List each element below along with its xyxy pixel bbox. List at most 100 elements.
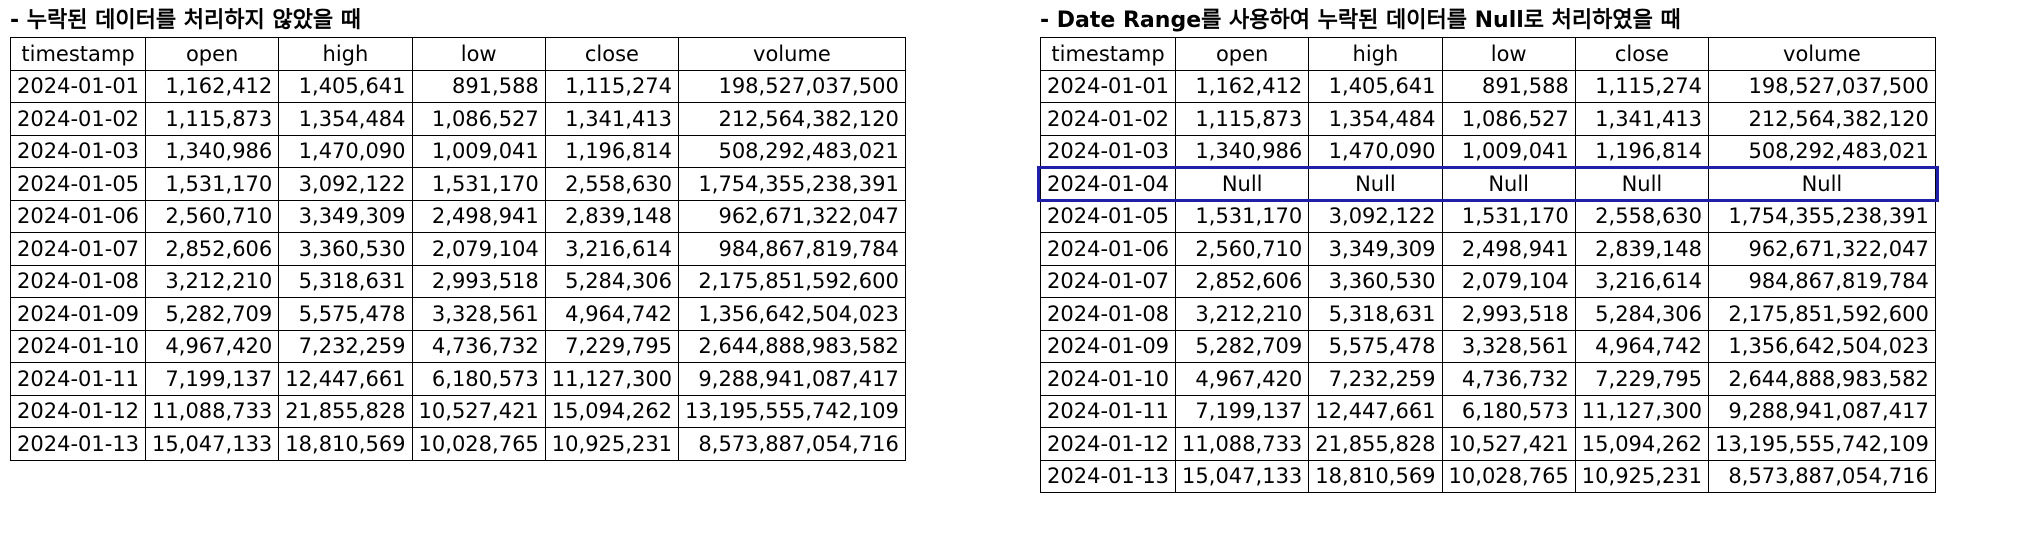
column-header-timestamp: timestamp [1039,37,1177,71]
table-row: 2024-01-05 1,531,170 3,092,122 1,531,170 2,5… [9,167,906,201]
cell-close: 5,284,306 [1574,297,1710,331]
table-row: 2024-01-09 5,282,709 5,575,478 3,328,561 4,9… [1039,329,1936,363]
cell-close: 10,925,231 [544,427,680,461]
cell-volume: 2,175,851,592,600 [678,264,906,298]
cell-timestamp: 2024-01-08 [9,264,147,298]
cell-timestamp: 2024-01-01 [9,69,147,103]
cell-high: 5,575,478 [1308,329,1443,363]
cell-low: 891,588 [1441,69,1576,103]
table-row: 2024-01-01 1,162,412 1,405,641 891,588 1,115… [9,69,906,103]
table-row: 2024-01-08 3,212,210 5,318,631 2,993,518 5,2… [9,264,906,298]
cell-open: 4,967,420 [1175,362,1310,396]
table-header-row: timestamp open high low close volume [9,37,906,71]
cell-volume: 9,288,941,087,417 [678,362,906,396]
cell-low: 2,498,941 [411,199,546,233]
table-row: 2024-01-02 1,115,873 1,354,484 1,086,527 1,3… [9,102,906,136]
cell-close: Null [1574,167,1710,201]
cell-close: 11,127,300 [544,362,680,396]
cell-low: 1,531,170 [1441,199,1576,233]
cell-close: 1,341,413 [1574,102,1710,136]
cell-timestamp: 2024-01-13 [9,427,147,461]
cell-open: 1,162,412 [145,69,280,103]
right-panel-title: - Date Range를 사용하여 누락된 데이터를 Null로 처리하였을 … [1040,8,1681,33]
cell-volume: 984,867,819,784 [678,232,906,266]
cell-open: 3,212,210 [1175,297,1310,331]
table-row: 2024-01-06 2,560,710 3,349,309 2,498,941 2,8… [1039,232,1936,266]
column-header-low: low [1441,37,1576,71]
cell-timestamp: 2024-01-03 [9,134,147,168]
cell-low: 1,009,041 [1441,134,1576,168]
cell-close: 2,558,630 [544,167,680,201]
column-header-high: high [1308,37,1443,71]
cell-volume: 8,573,887,054,716 [1708,459,1936,493]
cell-timestamp: 2024-01-03 [1039,134,1177,168]
cell-low: 3,328,561 [411,297,546,331]
cell-close: 3,216,614 [544,232,680,266]
cell-volume: 962,671,322,047 [1708,232,1936,266]
cell-open: 2,560,710 [145,199,280,233]
table-row: 2024-01-11 7,199,137 12,447,661 6,180,573 11… [9,362,906,396]
cell-close: 1,115,274 [544,69,680,103]
cell-open: Null [1175,167,1310,201]
column-header-timestamp: timestamp [9,37,147,71]
cell-high: 3,360,530 [278,232,413,266]
cell-high: 5,575,478 [278,297,413,331]
cell-open: 5,282,709 [1175,329,1310,363]
cell-high: 3,349,309 [1308,232,1443,266]
cell-timestamp: 2024-01-09 [1039,329,1177,363]
cell-low: 1,086,527 [411,102,546,136]
cell-volume: 212,564,382,120 [1708,102,1936,136]
cell-high: 1,470,090 [1308,134,1443,168]
cell-close: 3,216,614 [1574,264,1710,298]
cell-high: 21,855,828 [1308,427,1443,461]
cell-close: 10,925,231 [1574,459,1710,493]
cell-timestamp: 2024-01-12 [1039,427,1177,461]
cell-close: 7,229,795 [544,329,680,363]
cell-low: 6,180,573 [1441,394,1576,428]
cell-high: 7,232,259 [278,329,413,363]
cell-close: 4,964,742 [544,297,680,331]
cell-close: 1,115,274 [1574,69,1710,103]
cell-volume: 2,175,851,592,600 [1708,297,1936,331]
cell-close: 5,284,306 [544,264,680,298]
cell-low: 10,028,765 [1441,459,1576,493]
cell-volume: 2,644,888,983,582 [1708,362,1936,396]
cell-timestamp: 2024-01-10 [1039,362,1177,396]
cell-high: 7,232,259 [1308,362,1443,396]
cell-volume: 508,292,483,021 [678,134,906,168]
left-panel-title: - 누락된 데이터를 처리하지 않았을 때 [10,8,362,33]
cell-low: 1,086,527 [1441,102,1576,136]
cell-low: 10,028,765 [411,427,546,461]
cell-timestamp: 2024-01-11 [9,362,147,396]
cell-volume: 508,292,483,021 [1708,134,1936,168]
column-header-high: high [278,37,413,71]
column-header-open: open [1175,37,1310,71]
cell-high: 21,855,828 [278,394,413,428]
cell-high: 12,447,661 [278,362,413,396]
cell-high: 1,354,484 [1308,102,1443,136]
cell-high: 1,405,641 [1308,69,1443,103]
cell-high: 3,349,309 [278,199,413,233]
cell-open: 1,340,986 [1175,134,1310,168]
cell-open: 1,531,170 [1175,199,1310,233]
column-header-close: close [1574,37,1710,71]
table-row: 2024-01-01 1,162,412 1,405,641 891,588 1,115… [1039,69,1936,103]
cell-volume: 13,195,555,742,109 [1708,427,1936,461]
table-row: 2024-01-04 Null Null Null Null Null [1039,167,1936,201]
cell-timestamp: 2024-01-08 [1039,297,1177,331]
cell-low: 891,588 [411,69,546,103]
table-header-row: timestamp open high low close volume [1039,37,1936,71]
cell-low: 3,328,561 [1441,329,1576,363]
cell-timestamp: 2024-01-06 [1039,232,1177,266]
column-header-close: close [544,37,680,71]
cell-low: Null [1441,167,1576,201]
cell-close: 15,094,262 [1574,427,1710,461]
cell-low: 1,531,170 [411,167,546,201]
cell-close: 7,229,795 [1574,362,1710,396]
cell-close: 4,964,742 [1574,329,1710,363]
cell-open: 2,852,606 [145,232,280,266]
cell-timestamp: 2024-01-07 [9,232,147,266]
cell-close: 1,196,814 [1574,134,1710,168]
cell-open: 1,531,170 [145,167,280,201]
cell-volume: 198,527,037,500 [678,69,906,103]
